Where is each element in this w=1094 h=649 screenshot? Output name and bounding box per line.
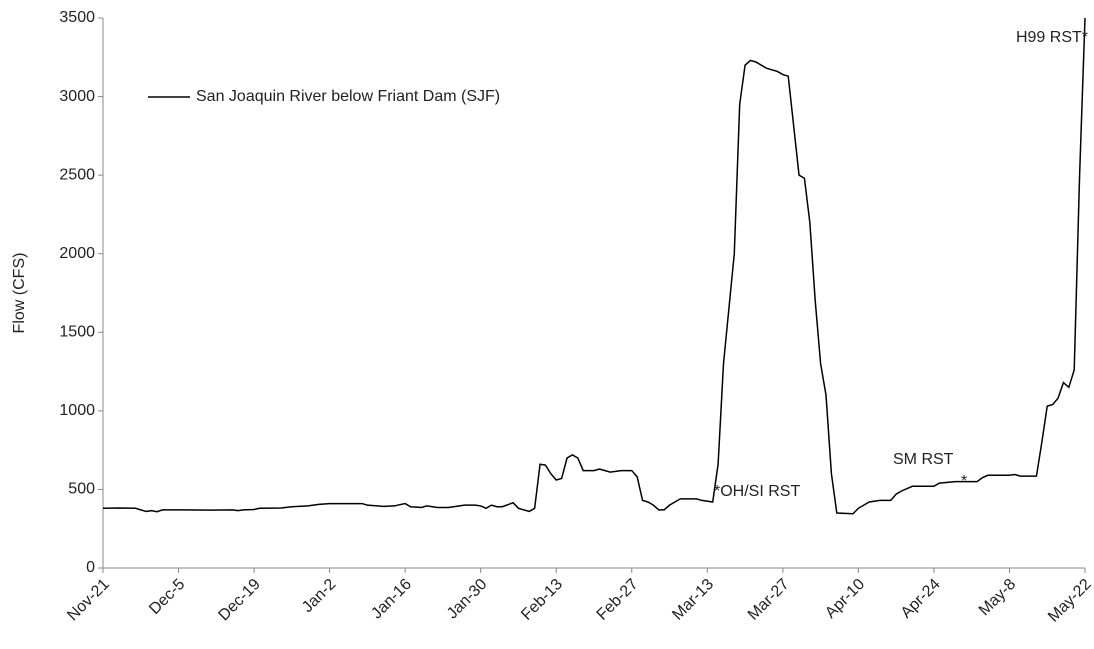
annotation: *OH/SI RST bbox=[714, 483, 800, 500]
x-tick-label: Feb-13 bbox=[518, 576, 566, 624]
x-tick-label: Jan-16 bbox=[368, 576, 415, 623]
y-tick-label: 0 bbox=[86, 559, 95, 576]
x-tick-label: Mar-13 bbox=[669, 576, 717, 624]
y-tick-label: 3500 bbox=[59, 9, 95, 26]
x-tick-label: Nov-21 bbox=[64, 576, 113, 625]
x-tick-label: Apr-10 bbox=[822, 576, 868, 622]
x-tick-label: Dec-19 bbox=[215, 576, 264, 625]
x-tick-label: Apr-24 bbox=[898, 576, 944, 622]
annotation: SM RST bbox=[893, 451, 954, 468]
x-tick-label: Mar-27 bbox=[745, 576, 793, 624]
y-tick-label: 2000 bbox=[59, 245, 95, 262]
y-tick-label: 3000 bbox=[59, 88, 95, 105]
y-tick-label: 500 bbox=[68, 481, 95, 498]
data-line bbox=[102, 17, 1086, 515]
x-tick-label: Jan-2 bbox=[299, 576, 339, 616]
x-tick-label: Feb-27 bbox=[594, 576, 642, 624]
y-tick-label: 1000 bbox=[59, 402, 95, 419]
legend-label: San Joaquin River below Friant Dam (SJF) bbox=[196, 88, 500, 105]
annotation: H99 RST* bbox=[1016, 29, 1088, 46]
y-tick-label: 2500 bbox=[59, 166, 95, 183]
x-tick-label: May-8 bbox=[976, 576, 1020, 620]
y-axis-label: Flow (CFS) bbox=[11, 253, 28, 334]
annotation: * bbox=[961, 473, 967, 490]
y-tick-label: 1500 bbox=[59, 324, 95, 341]
x-tick-label: Jan-30 bbox=[444, 576, 491, 623]
x-tick-label: Dec-5 bbox=[146, 576, 188, 618]
x-tick-label: May-22 bbox=[1045, 576, 1094, 626]
